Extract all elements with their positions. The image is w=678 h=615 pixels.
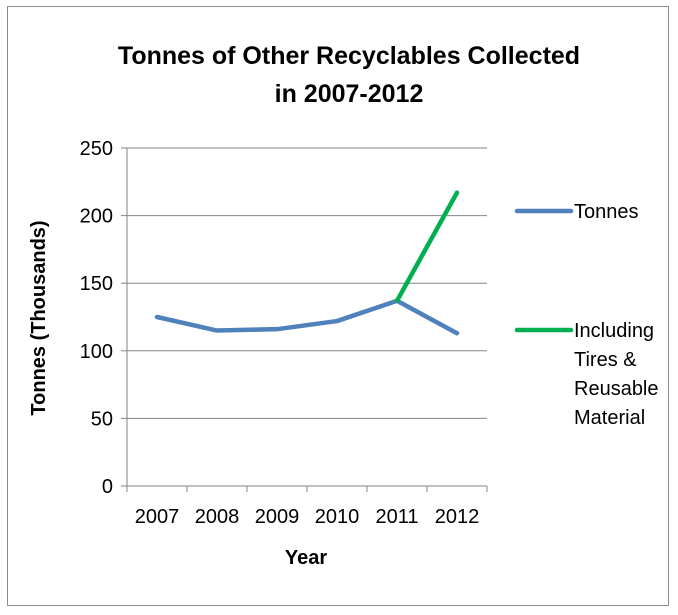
x-axis-title: Year	[285, 547, 327, 569]
legend-label-1: Reusable	[574, 378, 659, 400]
series-line-0	[154, 298, 460, 336]
x-tick-label-2011: 2011	[375, 506, 418, 528]
y-axis-title: Tonnes (Thousands)	[28, 220, 50, 415]
legend-label-1: Tires &	[574, 349, 637, 371]
x-tick-label-2009: 2009	[255, 506, 300, 528]
y-tick-label: 0	[102, 476, 113, 498]
y-tick-label: 250	[80, 138, 113, 160]
y-tick-label: 200	[80, 206, 113, 228]
series-line-1	[394, 190, 460, 304]
x-tick-label-2010: 2010	[315, 506, 360, 528]
legend-label-1: Material	[574, 407, 645, 429]
x-tick-label-2012: 2012	[435, 506, 480, 528]
legend-label-0: Tonnes	[574, 201, 639, 223]
y-tick-label: 50	[91, 408, 113, 430]
x-tick-label-2008: 2008	[195, 506, 240, 528]
y-tick-label: 150	[80, 273, 113, 295]
chart-title-line-2: in 2007-2012	[275, 80, 424, 108]
x-tick-label-2007: 2007	[135, 506, 180, 528]
y-tick-label: 100	[80, 341, 113, 363]
chart-title-line-1: Tonnes of Other Recyclables Collected	[118, 42, 580, 70]
chart-frame	[7, 6, 669, 606]
legend-label-1: Including	[574, 320, 654, 342]
